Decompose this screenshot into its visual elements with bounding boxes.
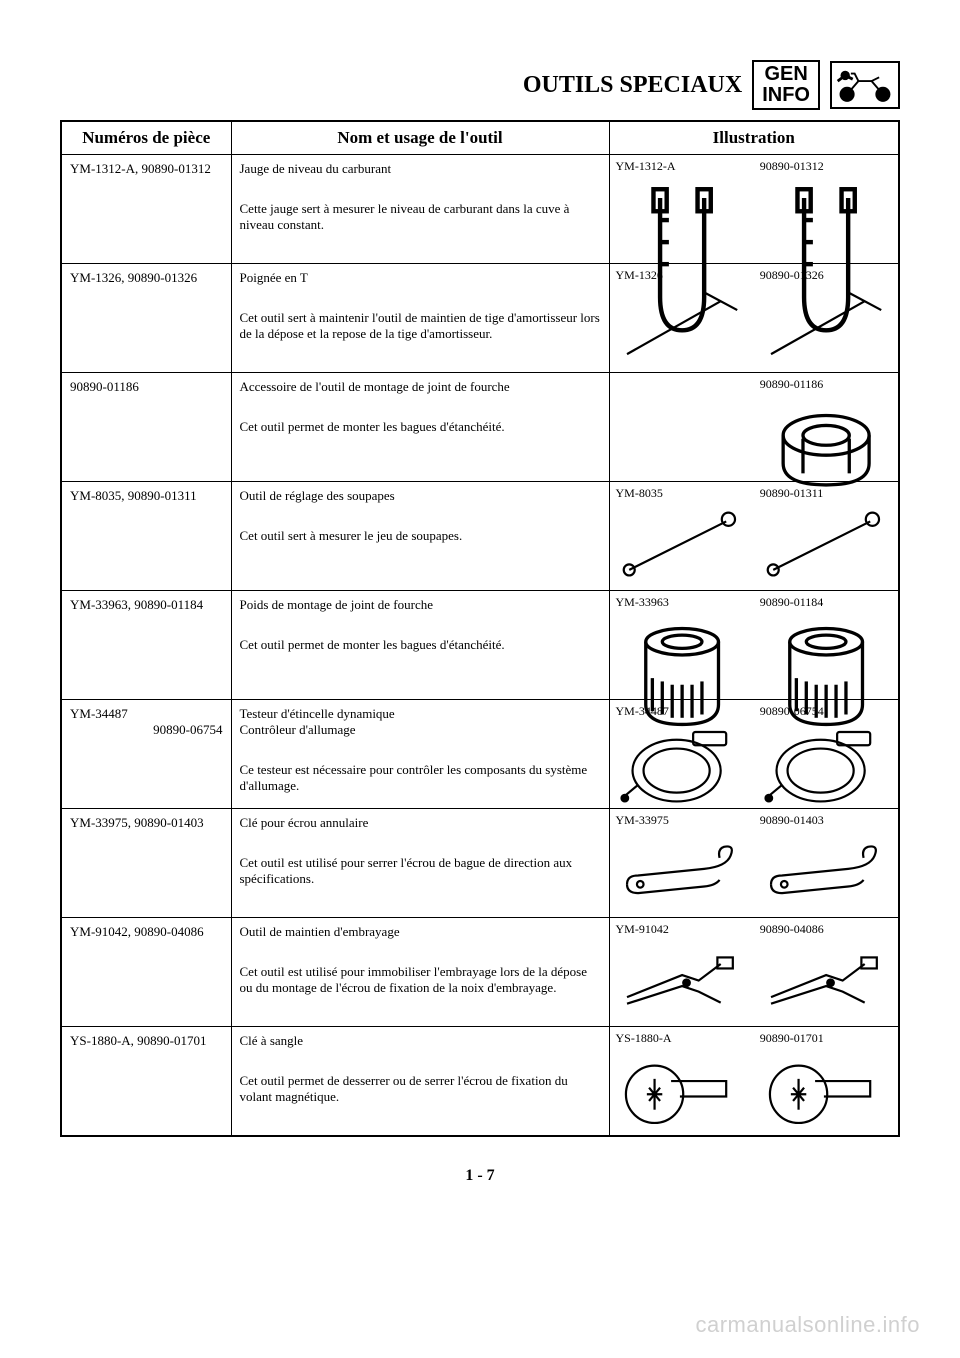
table-row: YS-1880-A, 90890-01701Clé à sangleCet ou… — [61, 1027, 899, 1137]
part-number: YM-1312-A, 90890-01312 — [61, 155, 231, 264]
seal-ring-icon — [616, 379, 748, 477]
tool-name-desc: Accessoire de l'outil de montage de join… — [231, 373, 609, 482]
hook-wrench-icon — [760, 830, 892, 913]
clutch-holder-icon — [616, 939, 748, 1022]
illustration: 90890-01186 — [609, 373, 899, 482]
tool-name-desc: Poignée en TCet outil sert à maintenir l… — [231, 264, 609, 373]
illustration: YM-1312-A 90890-01312 — [609, 155, 899, 264]
illustration: YM-8035 90890-01311 — [609, 482, 899, 591]
col-ill: Illustration — [609, 121, 899, 155]
table-row: YM-1326, 90890-01326Poignée en TCet outi… — [61, 264, 899, 373]
illustration-label: 90890-01311 — [760, 486, 892, 501]
tool-name-desc: Clé pour écrou annulaireCet outil est ut… — [231, 809, 609, 918]
col-part: Numéros de pièce — [61, 121, 231, 155]
table-row: 90890-01186Accessoire de l'outil de mont… — [61, 373, 899, 482]
badge-line2: INFO — [762, 85, 810, 106]
illustration-label: 90890-01184 — [760, 595, 892, 610]
part-number: YM-33963, 90890-01184 — [61, 591, 231, 700]
strap-wrench-icon — [760, 1048, 892, 1136]
part-number: 90890-01186 — [61, 373, 231, 482]
table-row: YM-3448790890-06754Testeur d'étincelle d… — [61, 700, 899, 809]
illustration-label: YM-33963 — [616, 595, 748, 610]
hook-wrench-icon — [616, 830, 748, 913]
illustration-label: 90890-04086 — [760, 922, 892, 937]
illustration: YM-34487 90890-06754 — [609, 700, 899, 809]
tool-name-desc: Jauge de niveau du carburantCette jauge … — [231, 155, 609, 264]
col-name: Nom et usage de l'outil — [231, 121, 609, 155]
illustration: YM-1326 90890-01326 — [609, 264, 899, 373]
illustration-label: 90890-06754 — [760, 704, 892, 719]
page-title: OUTILS SPECIAUX — [523, 72, 742, 99]
illustration-label: YM-34487 — [616, 704, 748, 719]
illustration-label: YM-1312-A — [616, 159, 748, 174]
thandle-icon — [760, 285, 892, 368]
illustration: YM-33975 90890-01403 — [609, 809, 899, 918]
thandle-icon — [616, 285, 748, 368]
table-row: YM-1312-A, 90890-01312Jauge de niveau du… — [61, 155, 899, 264]
clutch-holder-icon — [760, 939, 892, 1022]
illustration: YS-1880-A 90890-01701 — [609, 1027, 899, 1137]
illustration-label: 90890-01701 — [760, 1031, 892, 1046]
tool-name-desc: Outil de maintien d'embrayageCet outil e… — [231, 918, 609, 1027]
spark-tester-icon — [616, 721, 748, 809]
section-badge: GEN INFO — [752, 60, 820, 110]
illustration-label: 90890-01312 — [760, 159, 892, 174]
illustration: YM-33963 90890-01184 — [609, 591, 899, 700]
table-row: YM-33975, 90890-01403Clé pour écrou annu… — [61, 809, 899, 918]
valve-tool-icon — [760, 503, 892, 586]
strap-wrench-icon — [616, 1048, 748, 1136]
motorcycle-icon — [830, 61, 900, 109]
part-number: YS-1880-A, 90890-01701 — [61, 1027, 231, 1137]
part-number: YM-91042, 90890-04086 — [61, 918, 231, 1027]
illustration-label: YS-1880-A — [616, 1031, 748, 1046]
illustration-label: YM-33975 — [616, 813, 748, 828]
table-row: YM-91042, 90890-04086Outil de maintien d… — [61, 918, 899, 1027]
tool-name-desc: Clé à sangleCet outil permet de desserre… — [231, 1027, 609, 1137]
tool-name-desc: Testeur d'étincelle dynamiqueContrôleur … — [231, 700, 609, 809]
part-number: YM-33975, 90890-01403 — [61, 809, 231, 918]
tool-name-desc: Outil de réglage des soupapesCet outil s… — [231, 482, 609, 591]
illustration-label: YM-8035 — [616, 486, 748, 501]
table-row: YM-33963, 90890-01184Poids de montage de… — [61, 591, 899, 700]
illustration: YM-91042 90890-04086 — [609, 918, 899, 1027]
illustration-label: 90890-01403 — [760, 813, 892, 828]
part-number: YM-8035, 90890-01311 — [61, 482, 231, 591]
illustration-label: YM-1326 — [616, 268, 748, 283]
tool-name-desc: Poids de montage de joint de fourcheCet … — [231, 591, 609, 700]
table-row: YM-8035, 90890-01311Outil de réglage des… — [61, 482, 899, 591]
illustration-label: YM-91042 — [616, 922, 748, 937]
tools-table: Numéros de pièce Nom et usage de l'outil… — [60, 120, 900, 1137]
spark-tester-icon — [760, 721, 892, 809]
page-number: 1 - 7 — [60, 1167, 900, 1185]
illustration-label: 90890-01186 — [760, 377, 892, 392]
badge-line1: GEN — [762, 64, 810, 85]
part-number: YM-3448790890-06754 — [61, 700, 231, 809]
illustration-label: 90890-01326 — [760, 268, 892, 283]
watermark: carmanualsonline.info — [695, 1312, 920, 1338]
part-number: YM-1326, 90890-01326 — [61, 264, 231, 373]
valve-tool-icon — [616, 503, 748, 586]
